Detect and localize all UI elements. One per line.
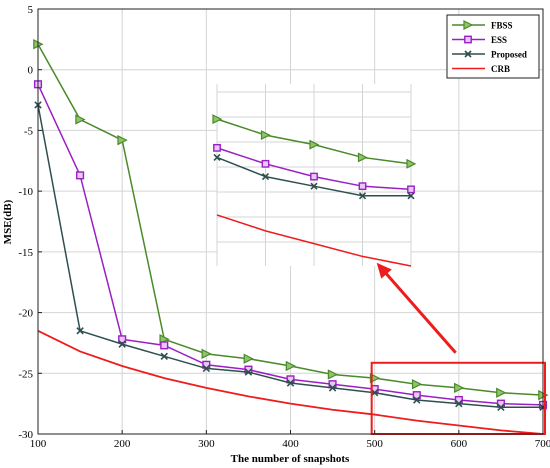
marker-proposed <box>286 379 295 387</box>
legend-label-crb: CRB <box>491 64 510 74</box>
zoom-arrow-shaft <box>382 269 457 354</box>
inset-marker-fbss <box>357 152 368 163</box>
marker-proposed <box>328 384 337 392</box>
y-tick-label: -25 <box>18 368 33 380</box>
x-tick-label: 500 <box>366 438 383 450</box>
marker-proposed <box>455 399 463 408</box>
zoom-arrow-head <box>376 262 392 279</box>
inset-marker-ess <box>213 143 221 152</box>
legend: FBSS ESS Proposed CRB <box>446 14 540 79</box>
legend-label-fbss: FBSS <box>491 21 513 31</box>
legend-marker-ess <box>464 35 472 44</box>
marker-fbss <box>117 134 128 146</box>
marker-proposed <box>202 364 211 373</box>
tick-labels: 100 200 300 400 500 600 700 5 0 -5 -10 -15 -20 -25 -30 <box>18 4 550 450</box>
inset-marker-fbss <box>212 114 223 125</box>
inset-marker-ess <box>310 172 318 181</box>
marker-proposed <box>76 327 84 335</box>
y-tick-label: 5 <box>28 4 34 16</box>
marker-fbss <box>496 387 507 398</box>
zoom-inset <box>212 84 417 267</box>
x-tick-label: 700 <box>535 438 550 450</box>
series-layer <box>33 39 549 435</box>
marker-proposed <box>413 396 421 404</box>
marker-fbss <box>454 382 465 394</box>
x-tick-label: 200 <box>114 438 131 450</box>
y-tick-label: 0 <box>28 65 34 77</box>
marker-proposed <box>118 340 126 348</box>
y-axis-label: MSE(dB) <box>2 199 14 244</box>
marker-ess <box>76 171 85 180</box>
y-tick-label: -5 <box>24 125 34 137</box>
legend-marker-proposed <box>464 50 472 58</box>
marker-ess <box>160 341 169 350</box>
x-tick-label: 300 <box>198 438 215 450</box>
legend-label-ess: ESS <box>491 35 507 45</box>
marker-ess <box>412 391 421 400</box>
marker-fbss <box>285 360 297 372</box>
marker-fbss <box>327 369 339 380</box>
marker-proposed <box>160 352 168 361</box>
y-tick-label: -20 <box>18 308 33 320</box>
marker-proposed <box>497 403 505 412</box>
x-tick-label: 600 <box>451 438 468 450</box>
x-axis-label: The number of snapshots <box>231 453 350 465</box>
inset-marker-proposed <box>358 192 367 200</box>
marker-fbss <box>201 348 212 360</box>
inset-marker-fbss <box>406 158 417 169</box>
inset-marker-proposed <box>310 182 318 190</box>
legend-label-proposed: Proposed <box>491 50 527 60</box>
inset-line-crb <box>216 214 412 267</box>
x-tick-label: 400 <box>282 438 299 450</box>
marker-proposed <box>244 368 253 376</box>
marker-fbss <box>411 379 423 390</box>
inset-marker-ess <box>358 182 367 191</box>
y-tick-label: -10 <box>18 186 33 198</box>
x-tick-label: 100 <box>30 438 47 450</box>
inset-marker-ess <box>407 185 415 194</box>
marker-ess <box>118 335 127 344</box>
inset-marker-proposed <box>213 153 221 162</box>
legend-marker-fbss <box>463 20 474 30</box>
marker-fbss <box>243 353 254 364</box>
y-tick-label: -30 <box>18 429 33 441</box>
inset-marker-fbss <box>260 130 271 141</box>
series-line-crb <box>37 329 544 435</box>
inset-marker-fbss <box>309 139 320 150</box>
marker-fbss <box>75 114 86 125</box>
inset-marker-proposed <box>407 192 415 200</box>
y-tick-label: -15 <box>18 247 33 259</box>
inset-marker-ess <box>261 159 270 168</box>
inset-marker-proposed <box>261 173 270 181</box>
